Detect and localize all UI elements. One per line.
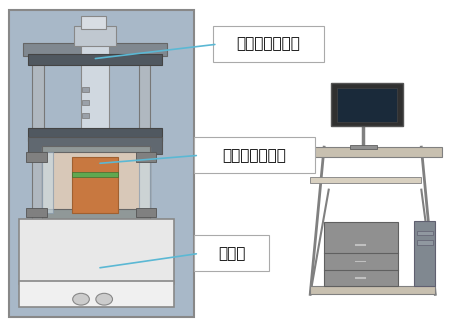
Bar xyxy=(72,172,118,177)
Bar xyxy=(310,177,421,183)
Bar xyxy=(19,219,174,284)
Text: 电气伺服作动器: 电气伺服作动器 xyxy=(237,37,300,52)
Bar xyxy=(26,208,47,217)
FancyBboxPatch shape xyxy=(331,83,403,126)
Bar xyxy=(350,145,377,149)
Bar xyxy=(136,152,156,162)
Bar xyxy=(28,137,162,154)
Bar xyxy=(81,16,106,29)
Bar xyxy=(42,209,150,222)
Bar xyxy=(82,113,89,118)
Bar xyxy=(28,128,162,141)
Bar xyxy=(72,157,118,213)
Bar xyxy=(81,43,109,131)
Bar xyxy=(32,49,44,284)
Bar xyxy=(26,152,47,162)
FancyBboxPatch shape xyxy=(194,235,269,271)
Bar xyxy=(417,231,433,235)
Bar xyxy=(354,260,366,262)
Bar xyxy=(42,146,150,152)
Bar xyxy=(82,87,89,92)
Bar xyxy=(82,100,89,105)
Bar xyxy=(136,208,156,217)
Circle shape xyxy=(73,293,89,305)
Bar xyxy=(417,240,433,245)
Bar xyxy=(28,54,162,65)
Bar xyxy=(139,49,150,284)
Bar xyxy=(303,147,442,157)
Text: 底台座: 底台座 xyxy=(218,246,245,261)
Bar xyxy=(74,26,116,46)
Text: 气压三轴压力室: 气压三轴压力室 xyxy=(223,148,287,163)
Bar xyxy=(139,152,150,213)
Bar xyxy=(310,286,435,294)
Bar xyxy=(19,281,174,307)
FancyBboxPatch shape xyxy=(9,10,194,317)
FancyBboxPatch shape xyxy=(194,137,315,173)
FancyBboxPatch shape xyxy=(213,26,324,62)
Bar xyxy=(354,243,366,246)
Bar xyxy=(42,147,150,213)
Bar xyxy=(324,222,398,286)
Bar xyxy=(337,88,397,122)
Bar xyxy=(23,43,167,56)
Circle shape xyxy=(96,293,113,305)
Bar xyxy=(414,221,435,286)
Bar xyxy=(354,276,366,279)
Bar xyxy=(42,152,53,213)
